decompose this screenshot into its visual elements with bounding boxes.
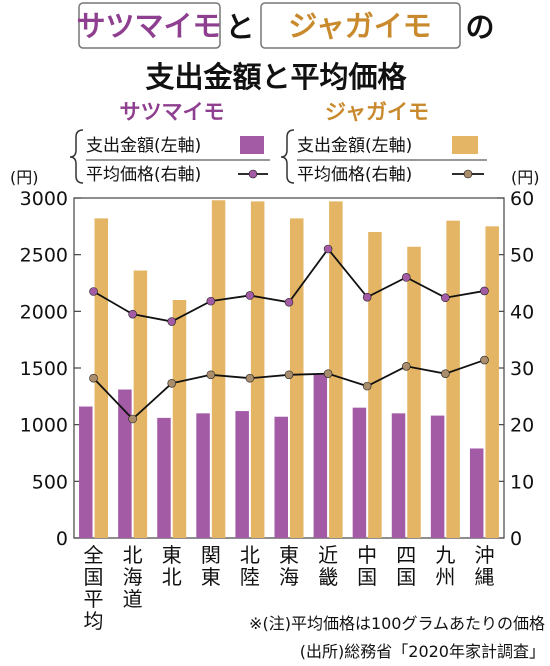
bar-potato [407,246,421,538]
legend-swatch-potato-bar [452,136,478,154]
potato-price-line [92,359,485,421]
category-label: 四国 [396,543,416,589]
chart-title: サツマイモ と ジャガイモ の 支出金額と平均価格 [76,2,495,94]
left-axis-tick-label: 1500 [20,358,68,380]
sweet-potato-price-point [89,287,98,296]
sweet-potato-price-point [245,291,255,300]
right-axis-tick-label: 0 [510,528,522,550]
left-axis-unit: (円) [10,168,39,187]
legend-spend-potato: 支出金額(左軸) [297,136,412,156]
potato-price-point [245,373,255,383]
sweet-potato-price-line [93,247,485,323]
title-line2: 支出金額と平均価格 [145,60,407,94]
potato-price-point [206,370,216,380]
bar-potato [368,232,382,538]
right-axis-tick-label: 60 [510,188,534,210]
title-sweet-potato: サツマイモ [76,9,221,43]
title-connector: と [225,10,254,44]
sweet-potato-price-point [362,292,372,302]
bar-sweet-potato [430,415,445,538]
legend: サツマイモ ジャガイモ 支出金額(左軸) 平均価格(右軸) 支出金額(左軸) 平… [69,100,487,185]
potato-price-point [89,373,98,383]
potato-price-point [167,378,177,388]
potato-price-point [401,361,411,371]
potato-price-point [284,370,294,380]
title-tail: の [465,10,494,44]
category-label: 東海 [279,543,299,589]
bar-sweet-potato [274,416,288,538]
bar-sweet-potato [79,406,93,538]
bar-potato [329,201,343,538]
bar-sweet-potato [118,389,132,538]
legend-marker-sweet [248,169,258,179]
category-label: 中国 [357,543,377,589]
legend-spend-sweet: 支出金額(左軸) [86,136,201,156]
sweet-potato-price-point [128,309,137,319]
sweet-potato-price-point [284,297,294,307]
potato-price-point [480,355,489,365]
category-label: 北海道 [123,543,143,611]
sweet-potato-price-point [401,273,411,282]
left-axis-tick-label: 3000 [20,188,68,210]
plot-area: 0 500 1000 1500 2000 2500 3000 0 10 20 30 40 50 60 全国平… [20,188,535,633]
bar-sweet-potato [157,417,171,538]
category-label: 近畿 [318,543,338,589]
bar-sweet-potato [313,374,328,538]
bar-sweet-potato [235,411,249,538]
legend-swatch-sweet-bar [240,136,264,154]
right-axis-tick-label: 40 [510,301,534,323]
right-axis-unit: (円) [511,168,540,187]
category-label: 全国平均 [84,543,104,633]
left-axis-tick-label: 1000 [20,415,68,437]
right-axis-tick-label: 20 [510,415,534,437]
left-axis-tick-label: 0 [56,528,68,550]
right-axis-tick-label: 30 [510,358,534,380]
legend-price-potato: 平均価格(右軸) [297,165,412,185]
title-potato: ジャガイモ [288,9,432,43]
bar-potato [290,218,304,538]
potato-price-point [128,414,137,424]
left-axis-tick-label: 2500 [20,245,68,267]
bar-potato [446,220,460,538]
sweet-potato-price-point [206,296,216,306]
right-axis-tick-label: 10 [510,471,534,493]
bar-sweet-potato [352,407,367,538]
potato-price-point [441,369,450,378]
legend-bracket-potato [280,129,295,184]
left-axis-tick-label: 500 [32,471,68,493]
bar-sweet-potato [469,448,484,538]
potato-price-point [362,381,372,391]
bar-sweet-potato [196,413,210,538]
title-box-potato [260,2,461,49]
category-label: 東北 [162,543,182,589]
category-label: 関東 [201,543,221,589]
left-axis-tick-label: 2000 [20,301,68,323]
legend-bracket-sweet [69,129,84,184]
sweet-potato-price-point [441,293,450,303]
right-axis-tick-label: 50 [510,245,534,267]
sweet-potato-price-point [167,317,177,326]
bar-potato [485,226,499,539]
bar-sweet-potato [391,413,406,538]
bar-potato [211,200,226,538]
category-label: 沖縄 [474,543,494,589]
bar-potato [250,201,265,538]
legend-title-potato: ジャガイモ [325,100,429,124]
sweet-potato-price-point [323,244,333,254]
bar-potato [172,300,187,538]
title-box-sweet [78,2,221,49]
legend-title-sweet: サツマイモ [120,100,225,124]
category-label: 九州 [435,543,455,589]
legend-marker-potato [463,169,473,179]
source-note: (出所)総務省「2020年家計調査」 [300,642,545,661]
footnote: ※(注)平均価格は100グラムあたりの価格 [249,614,545,633]
potato-price-point [323,369,333,378]
bar-potato [133,270,148,538]
sweet-potato-price-point [480,286,489,296]
category-label: 北陸 [240,543,260,589]
legend-price-sweet: 平均価格(右軸) [86,165,201,185]
